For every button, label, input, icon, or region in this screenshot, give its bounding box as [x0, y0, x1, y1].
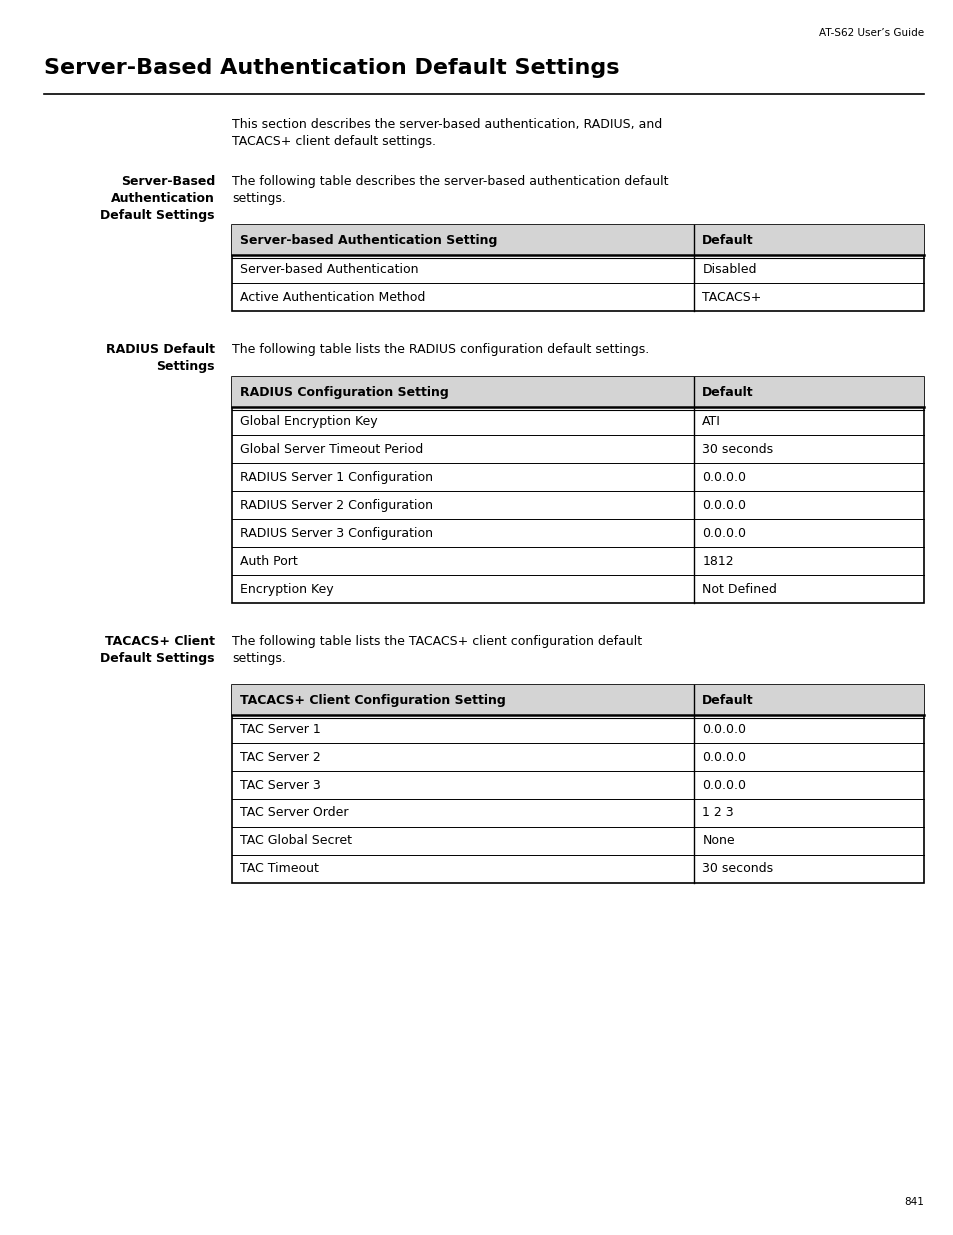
- Text: Authentication: Authentication: [111, 191, 214, 205]
- Text: Server-based Authentication Setting: Server-based Authentication Setting: [240, 233, 497, 247]
- Text: 0.0.0.0: 0.0.0.0: [701, 778, 745, 792]
- Text: RADIUS Server 3 Configuration: RADIUS Server 3 Configuration: [240, 526, 433, 540]
- Text: TACACS+ Client: TACACS+ Client: [105, 635, 214, 648]
- Text: Default: Default: [701, 385, 753, 399]
- Text: Global Server Timeout Period: Global Server Timeout Period: [240, 442, 423, 456]
- Text: RADIUS Default: RADIUS Default: [106, 343, 214, 356]
- Text: Server-Based Authentication Default Settings: Server-Based Authentication Default Sett…: [44, 58, 618, 78]
- Text: 1812: 1812: [701, 555, 733, 568]
- Text: Server-Based: Server-Based: [121, 175, 214, 188]
- Text: Not Defined: Not Defined: [701, 583, 777, 595]
- Text: Encryption Key: Encryption Key: [240, 583, 334, 595]
- Text: 0.0.0.0: 0.0.0.0: [701, 499, 745, 511]
- Text: Global Encryption Key: Global Encryption Key: [240, 415, 377, 427]
- Text: settings.: settings.: [232, 191, 286, 205]
- Text: TAC Global Secret: TAC Global Secret: [240, 835, 352, 847]
- Text: The following table describes the server-based authentication default: The following table describes the server…: [232, 175, 668, 188]
- Text: TACACS+ client default settings.: TACACS+ client default settings.: [232, 135, 436, 148]
- Text: TACACS+: TACACS+: [701, 290, 760, 304]
- Text: 0.0.0.0: 0.0.0.0: [701, 722, 745, 736]
- Text: Disabled: Disabled: [701, 263, 756, 275]
- Text: The following table lists the TACACS+ client configuration default: The following table lists the TACACS+ cl…: [232, 635, 641, 648]
- Text: ATI: ATI: [701, 415, 720, 427]
- Text: TAC Timeout: TAC Timeout: [240, 862, 318, 876]
- Text: AT-S62 User’s Guide: AT-S62 User’s Guide: [818, 28, 923, 38]
- Text: 30 seconds: 30 seconds: [701, 442, 773, 456]
- Text: TAC Server 2: TAC Server 2: [240, 751, 320, 763]
- Bar: [232, 685, 923, 715]
- Text: 30 seconds: 30 seconds: [701, 862, 773, 876]
- Text: 0.0.0.0: 0.0.0.0: [701, 471, 745, 483]
- Text: 841: 841: [903, 1197, 923, 1207]
- Bar: [232, 377, 923, 603]
- Text: This section describes the server-based authentication, RADIUS, and: This section describes the server-based …: [232, 119, 661, 131]
- Text: TAC Server Order: TAC Server Order: [240, 806, 348, 820]
- Text: TAC Server 1: TAC Server 1: [240, 722, 320, 736]
- Text: settings.: settings.: [232, 652, 286, 664]
- Text: RADIUS Server 2 Configuration: RADIUS Server 2 Configuration: [240, 499, 433, 511]
- Text: Default Settings: Default Settings: [100, 209, 214, 222]
- Text: TAC Server 3: TAC Server 3: [240, 778, 320, 792]
- Text: Settings: Settings: [156, 359, 214, 373]
- Text: 0.0.0.0: 0.0.0.0: [701, 526, 745, 540]
- Text: TACACS+ Client Configuration Setting: TACACS+ Client Configuration Setting: [240, 694, 505, 706]
- Text: RADIUS Configuration Setting: RADIUS Configuration Setting: [240, 385, 448, 399]
- Text: Default: Default: [701, 233, 753, 247]
- Bar: [232, 225, 923, 311]
- Text: RADIUS Server 1 Configuration: RADIUS Server 1 Configuration: [240, 471, 433, 483]
- Text: The following table lists the RADIUS configuration default settings.: The following table lists the RADIUS con…: [232, 343, 649, 356]
- Text: Default: Default: [701, 694, 753, 706]
- Text: 1 2 3: 1 2 3: [701, 806, 733, 820]
- Bar: [232, 685, 923, 883]
- Text: Server-based Authentication: Server-based Authentication: [240, 263, 418, 275]
- Text: None: None: [701, 835, 734, 847]
- Bar: [232, 225, 923, 254]
- Text: 0.0.0.0: 0.0.0.0: [701, 751, 745, 763]
- Text: Auth Port: Auth Port: [240, 555, 297, 568]
- Text: Active Authentication Method: Active Authentication Method: [240, 290, 425, 304]
- Text: Default Settings: Default Settings: [100, 652, 214, 664]
- Bar: [232, 377, 923, 408]
